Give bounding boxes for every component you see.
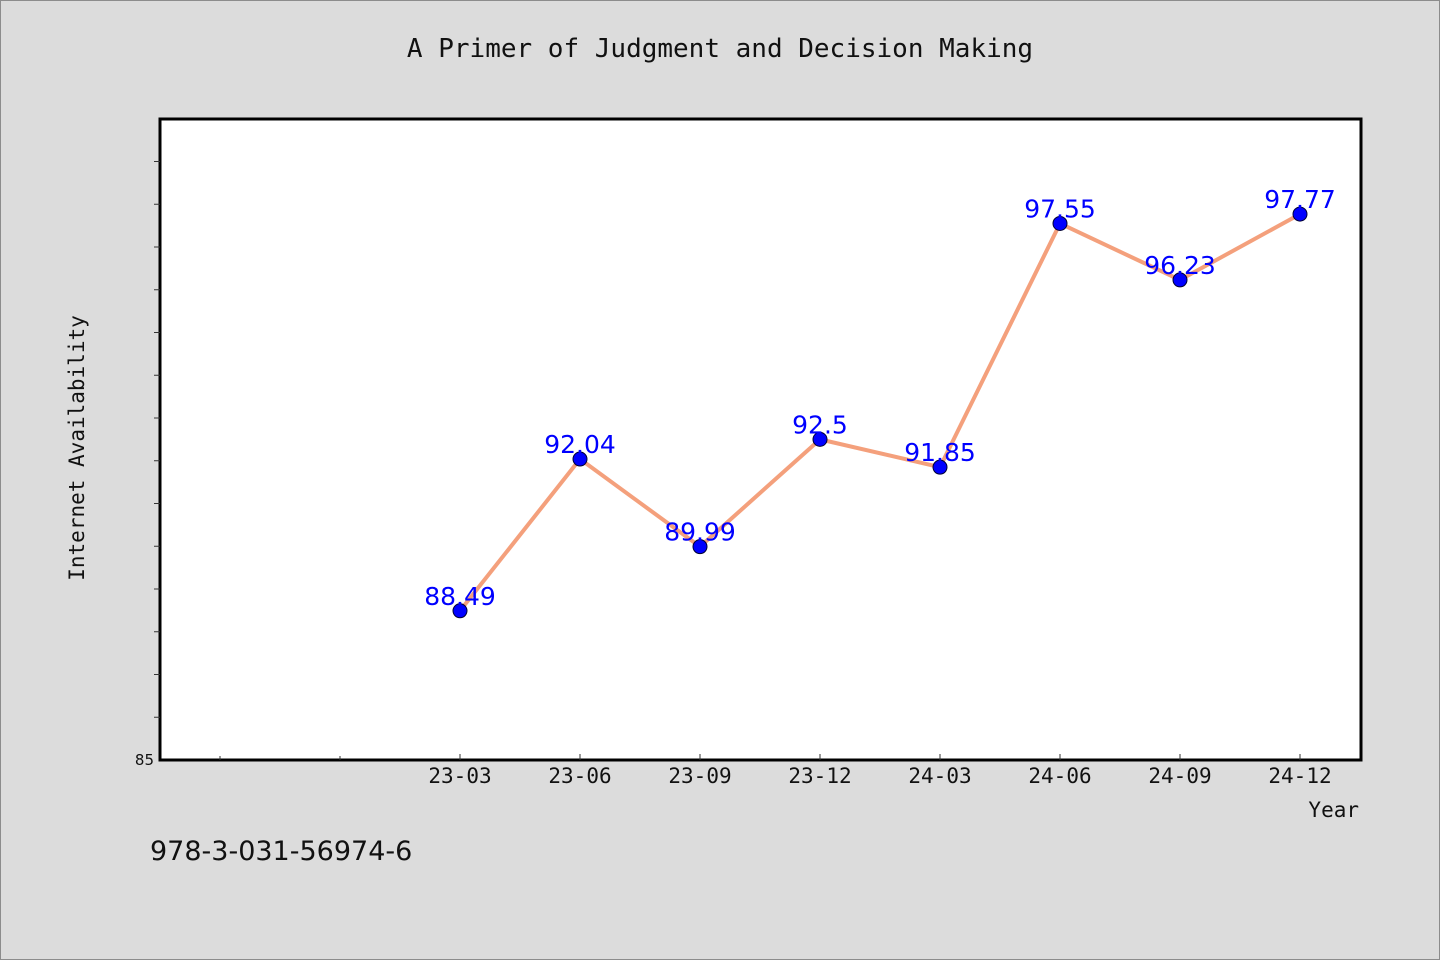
data-label: 97.55	[1024, 194, 1096, 223]
data-point	[692, 539, 708, 555]
data-label: 92.5	[792, 410, 848, 439]
y-axis-ticks: 85	[135, 161, 160, 769]
data-label: 88.49	[424, 582, 496, 611]
plot-area	[158, 117, 1363, 762]
data-point	[932, 459, 948, 475]
data-label: 97.77	[1264, 185, 1336, 214]
chart-title: A Primer of Judgment and Decision Making	[406, 34, 1034, 64]
series-group: 88.49 92.04 89.99 92.5 91.85 97.55 96.23 97.77	[424, 185, 1336, 619]
x-tick-label: 23-12	[788, 764, 851, 788]
data-point	[452, 603, 468, 619]
x-tick-label: 24-06	[1028, 764, 1091, 788]
x-axis-ticks: 23-03 23-06 23-09 23-12 24-03 24-06 24-09 24-12	[219, 754, 1332, 788]
y-tick-label: 85	[135, 751, 154, 769]
x-tick-label: 24-12	[1268, 764, 1331, 788]
data-point	[1172, 272, 1188, 288]
data-point	[572, 451, 588, 467]
data-point	[1052, 215, 1068, 231]
x-axis-title: Year	[1308, 798, 1359, 822]
series-line	[458, 212, 1301, 613]
data-point	[812, 431, 828, 447]
data-label: 96.23	[1144, 251, 1216, 280]
data-label: 89.99	[664, 518, 736, 547]
x-tick-label: 24-09	[1148, 764, 1211, 788]
x-tick-label: 23-09	[668, 764, 731, 788]
x-tick-label: 23-03	[428, 764, 491, 788]
data-label: 91.85	[904, 438, 976, 467]
data-point	[1292, 206, 1308, 222]
x-tick-label: 23-06	[548, 764, 611, 788]
y-axis-title: Internet Availability	[65, 315, 89, 581]
isbn-text: 978-3-031-56974-6	[150, 836, 413, 867]
data-label: 92.04	[544, 430, 616, 459]
x-tick-label: 24-03	[908, 764, 971, 788]
